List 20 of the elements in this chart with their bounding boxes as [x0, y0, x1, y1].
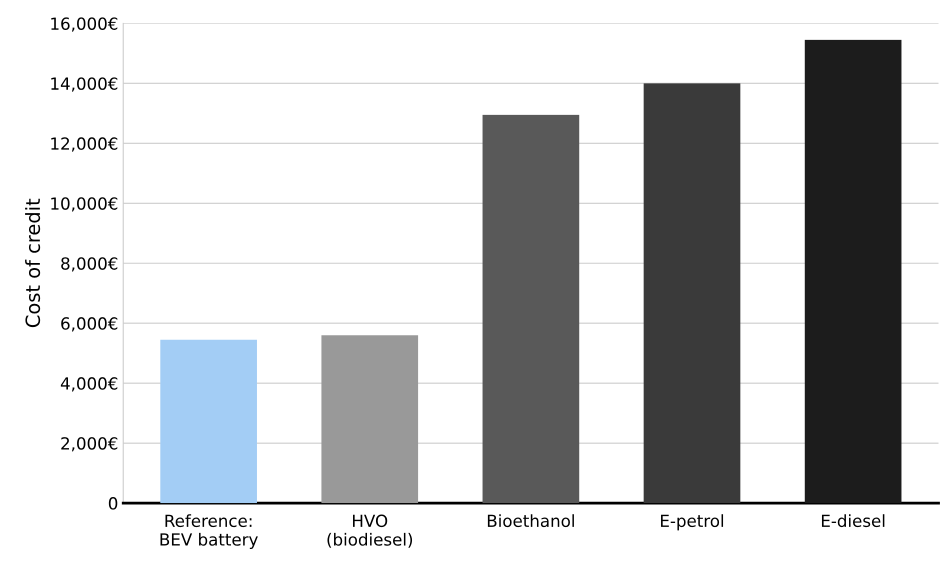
y-tick-label: 6,000€: [61, 317, 118, 332]
bar: [804, 40, 902, 504]
y-tick-label: 12,000€: [51, 137, 118, 152]
bar: [321, 335, 418, 504]
bar: [644, 83, 740, 504]
bar: [160, 340, 257, 504]
x-tick-label: E-diesel: [822, 514, 884, 528]
x-tick-label: Bioethanol: [488, 514, 574, 528]
x-tick-label: HVO (biodiesel): [327, 514, 412, 548]
y-tick-label: 16,000€: [51, 17, 118, 32]
y-axis-title: Cost of credit: [25, 198, 40, 328]
x-tick-label: Reference: BEV battery: [160, 514, 258, 550]
y-tick-label: 2,000€: [61, 437, 118, 452]
y-tick-label: 10,000€: [51, 197, 118, 212]
x-tick-label: E-petrol: [661, 514, 724, 530]
bar: [482, 114, 580, 504]
y-tick-label: 0: [108, 497, 118, 510]
y-tick-label: 14,000€: [51, 77, 118, 92]
y-tick-label: 4,000€: [60, 377, 118, 392]
y-tick-label: 8,000€: [61, 257, 118, 272]
